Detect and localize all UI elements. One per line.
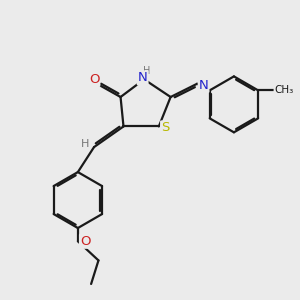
Text: H: H [80,139,89,148]
Text: S: S [161,122,170,134]
Text: CH₃: CH₃ [274,85,294,95]
Text: O: O [80,235,91,248]
Text: N: N [138,71,148,84]
Text: O: O [89,73,99,86]
Text: N: N [199,79,208,92]
Text: H: H [143,66,151,76]
